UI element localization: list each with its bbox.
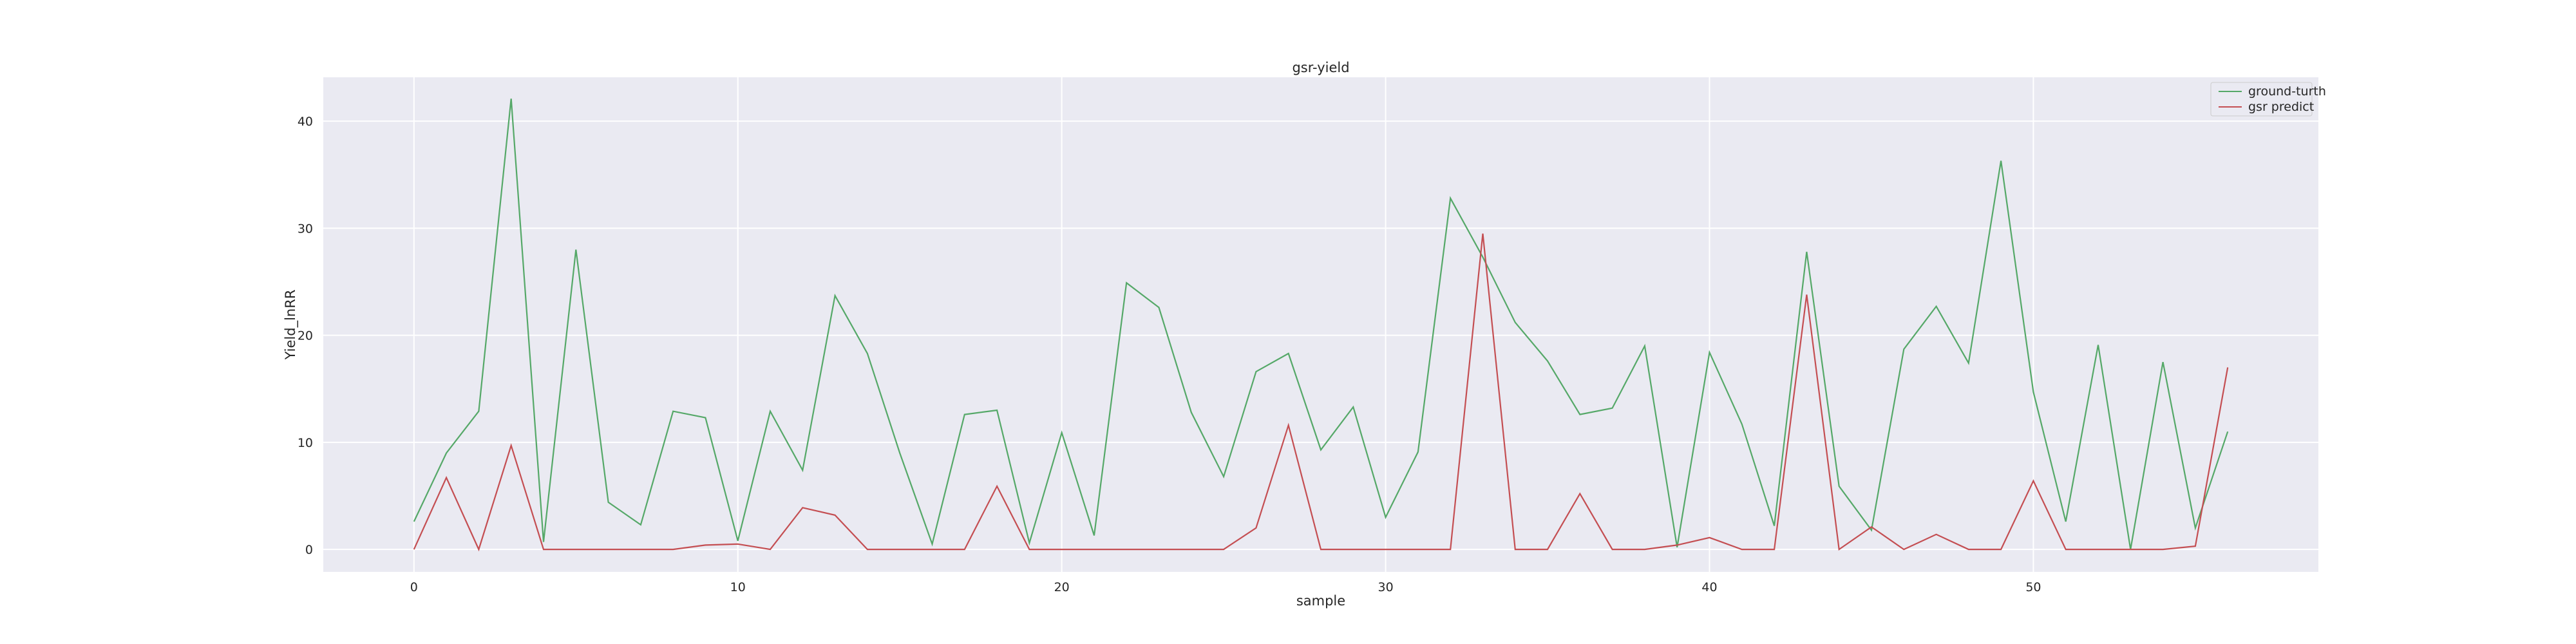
plot-background: [323, 77, 2318, 572]
y-tick-label: 40: [298, 115, 313, 129]
series-line-ground-turth: [413, 99, 2229, 550]
y-tick-labels: 0 10 20 30 40: [298, 115, 313, 557]
legend: ground-turth gsr predict: [2210, 82, 2326, 117]
x-tick-label: 40: [1701, 580, 1717, 594]
x-tick-label: 10: [730, 580, 746, 594]
y-tick-label: 10: [298, 436, 313, 450]
x-tick-label: 30: [1378, 580, 1393, 594]
y-tick-label: 0: [305, 543, 313, 557]
x-axis-label: sample: [1296, 593, 1345, 609]
x-tick-label: 20: [1054, 580, 1070, 594]
y-tick-label: 30: [298, 222, 313, 236]
series-line-gsr-predict: [413, 233, 2229, 552]
legend-label-gsr-predict: gsr predict: [2248, 100, 2314, 114]
x-tick-label: 50: [2025, 580, 2041, 594]
x-tick-labels: 0 10 20 30 40 50: [410, 580, 2041, 594]
series-layer: [413, 99, 2229, 552]
y-axis-label: Yield_lnRR: [283, 290, 299, 361]
chart-title: gsr-yield: [1292, 60, 1349, 75]
x-tick-label: 0: [410, 580, 418, 594]
legend-label-ground-turth: ground-turth: [2248, 84, 2326, 99]
y-tick-label: 20: [298, 329, 313, 343]
